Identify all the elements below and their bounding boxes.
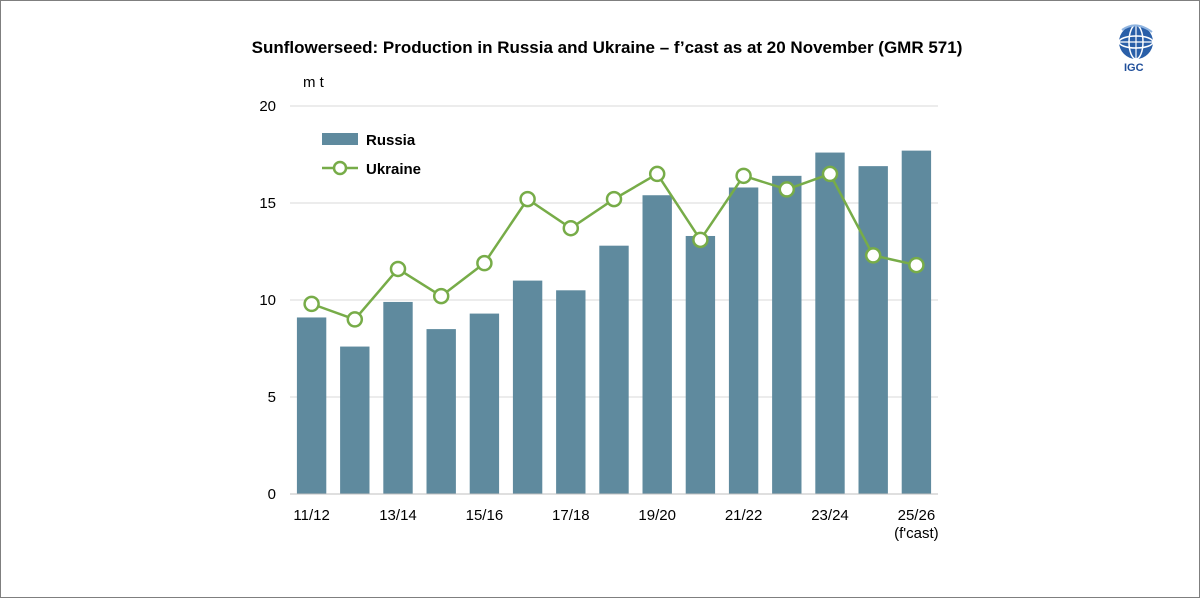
point-ukraine	[389, 260, 407, 278]
bar-russia	[426, 329, 456, 494]
point-ukraine	[864, 247, 882, 264]
bar-russia	[642, 195, 672, 495]
point-ukraine	[476, 254, 493, 272]
point-ukraine	[778, 181, 796, 198]
point-ukraine	[908, 256, 925, 274]
bar-russia	[728, 187, 759, 495]
legend-label-russia: Russia	[366, 132, 416, 149]
bar-russia	[340, 346, 370, 494]
point-ukraine	[519, 190, 536, 208]
x-tick-label: 23/24	[811, 507, 849, 524]
legend-swatch-russia	[322, 133, 358, 145]
bar-russia	[685, 235, 716, 495]
bar-russia	[599, 245, 629, 494]
y-tick-label: 20	[259, 98, 276, 115]
point-ukraine	[692, 231, 709, 249]
legend-marker-ukraine	[332, 160, 348, 176]
x-tick-label: 17/18	[552, 507, 590, 524]
legend-label-ukraine: Ukraine	[366, 161, 421, 178]
bar-russia	[901, 150, 932, 494]
bar-russia	[772, 175, 802, 494]
bar-russia	[858, 166, 888, 494]
point-ukraine	[432, 287, 450, 305]
bar-russia	[296, 317, 327, 494]
bar-russia	[469, 313, 500, 494]
point-ukraine	[821, 165, 839, 183]
point-ukraine	[562, 219, 580, 237]
igc-logo-text: IGC	[1124, 62, 1144, 74]
x-tick-label: 11/12	[293, 507, 329, 524]
y-tick-label: 10	[259, 292, 276, 309]
point-ukraine	[303, 295, 320, 313]
x-tick-note: (f'cast)	[894, 525, 939, 542]
x-tick-label: 15/16	[466, 507, 504, 524]
bar-russia	[556, 290, 586, 494]
point-ukraine	[346, 311, 364, 328]
igc-globe-icon	[1118, 24, 1154, 60]
y-tick-label: 5	[268, 389, 276, 406]
x-tick-label: 25/26	[898, 507, 936, 524]
y-tick-label: 0	[268, 486, 276, 503]
point-ukraine	[648, 165, 666, 183]
bar-russia	[383, 301, 413, 494]
x-tick-label: 19/20	[638, 507, 676, 524]
x-tick-label: 21/22	[725, 507, 763, 524]
x-tick-label: 13/14	[379, 507, 417, 524]
bar-russia	[815, 152, 845, 494]
y-tick-label: 15	[259, 195, 276, 212]
bar-russia	[512, 280, 543, 494]
chart-title: Sunflowerseed: Production in Russia and …	[251, 38, 963, 57]
point-ukraine	[735, 167, 752, 185]
y-axis-unit-label: m t	[303, 74, 324, 91]
point-ukraine	[605, 190, 623, 208]
